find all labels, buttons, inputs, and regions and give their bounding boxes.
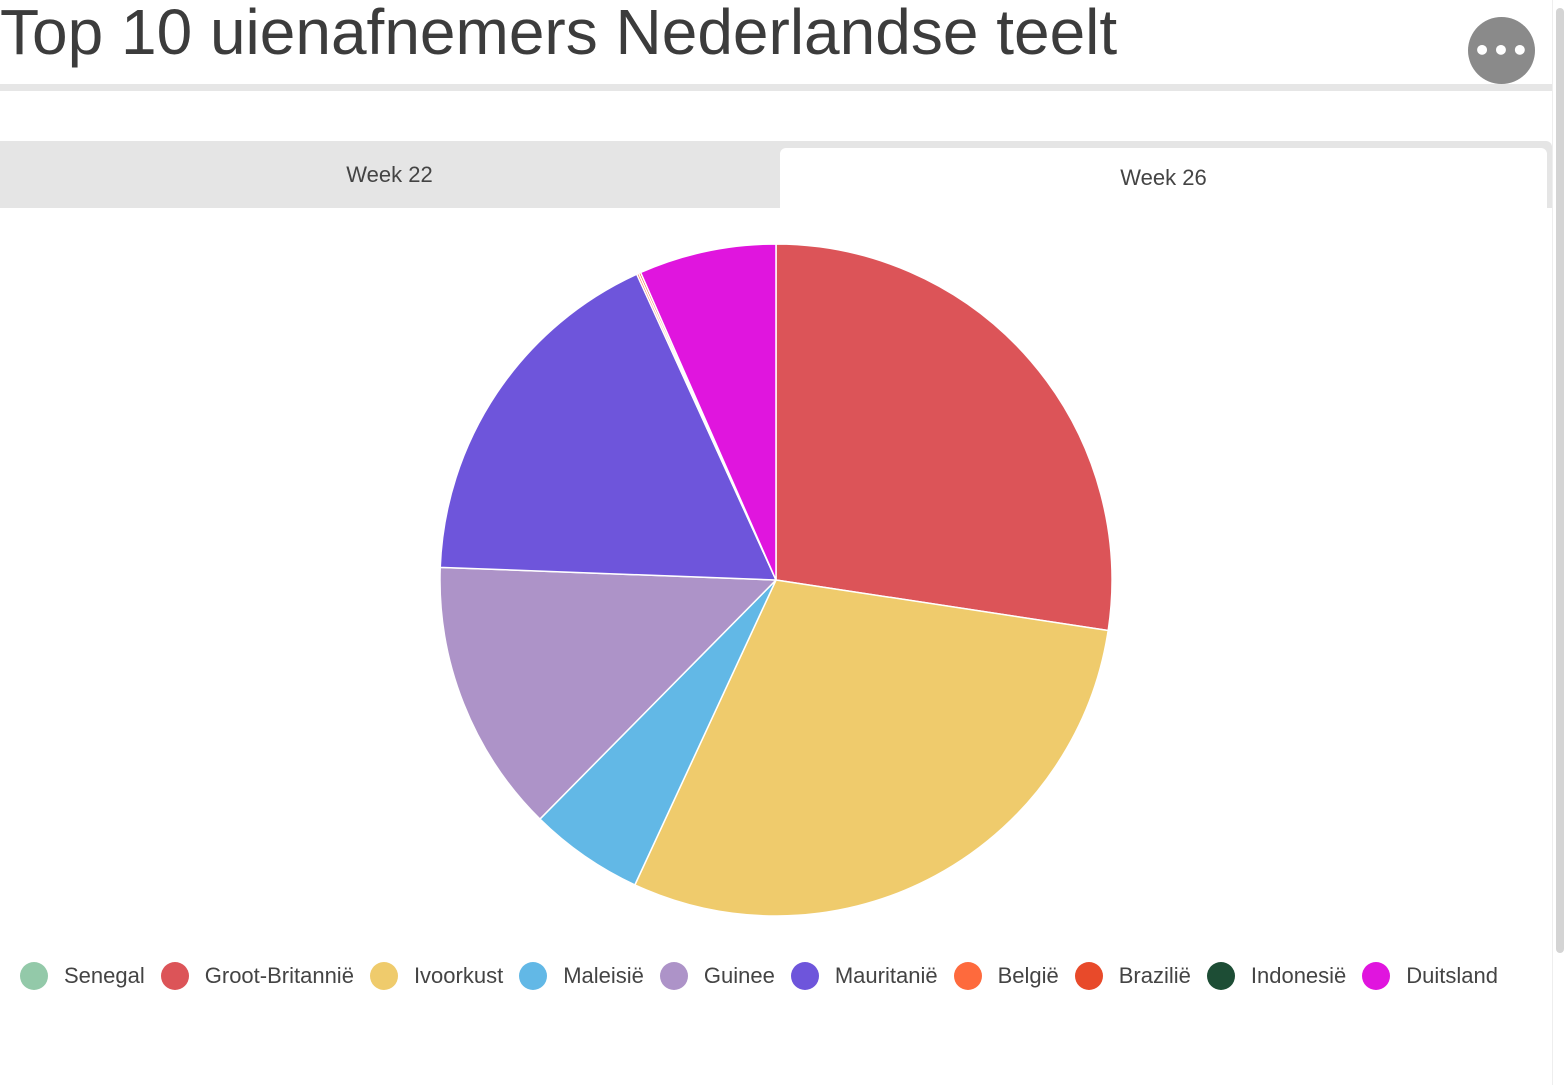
page-title: Top 10 uienafnemers Nederlandse teelt [0, 0, 1118, 68]
legend-item[interactable]: Duitsland [1362, 962, 1498, 990]
legend-swatch [1074, 962, 1103, 990]
legend-swatch [160, 962, 189, 990]
pie-chart [439, 243, 1113, 917]
legend-label: Duitsland [1406, 963, 1499, 988]
legend-swatch [1206, 962, 1235, 990]
legend-item[interactable]: Senegal [20, 962, 145, 990]
legend-swatch [953, 962, 982, 990]
legend-label: Groot-Britannië [204, 963, 354, 988]
legend-item[interactable]: Brazilië [1074, 962, 1191, 990]
legend-label: Senegal [64, 963, 145, 988]
pie-slice-ivoorkust[interactable] [634, 579, 1109, 917]
legend-label: Indonesië [1250, 963, 1347, 988]
legend-label: Maleisië [563, 963, 644, 988]
legend-label: Brazilië [1118, 963, 1191, 988]
legend-label: Mauritanië [834, 963, 938, 988]
legend-item[interactable]: Guinee [659, 962, 775, 990]
legend-label: Guinee [703, 963, 775, 988]
legend-item[interactable]: Indonesië [1206, 962, 1347, 990]
legend-swatch [1362, 962, 1391, 990]
legend-item[interactable]: Mauritanië [790, 962, 938, 990]
scrollbar-edge [1552, 0, 1553, 1085]
pie-slice-groot-britannië[interactable] [775, 243, 1113, 632]
legend-swatch [20, 962, 48, 990]
pie-slice-guinee[interactable] [439, 566, 777, 820]
legend-item[interactable]: België [953, 962, 1059, 990]
title-divider [0, 84, 1552, 91]
legend-item[interactable]: Ivoorkust [369, 962, 504, 990]
tab-week-22[interactable]: Week 22 [346, 161, 433, 187]
scrollbar-thumb[interactable] [1556, 8, 1564, 953]
legend-label: België [997, 963, 1059, 988]
pie-slice-mauritanië[interactable] [439, 273, 777, 581]
legend-swatch [790, 962, 819, 990]
more-horizontal-icon: ••• [1473, 33, 1530, 67]
legend-swatch [659, 962, 688, 990]
week-tabs: Week 22 Week 26 [0, 141, 1552, 208]
more-options-button[interactable]: ••• [1468, 17, 1535, 84]
legend-label: Ivoorkust [413, 963, 504, 988]
legend-item[interactable]: Maleisië [519, 962, 644, 990]
legend-item[interactable]: Groot-Britannië [160, 962, 354, 990]
pie-slice-duitsland[interactable] [639, 243, 777, 581]
tab-week-26[interactable]: Week 26 [780, 148, 1547, 208]
chart-legend: Senegal Groot-Britannië Ivoorkust Maleisië G… [20, 958, 1514, 994]
legend-swatch [369, 962, 398, 990]
legend-swatch [519, 962, 548, 990]
